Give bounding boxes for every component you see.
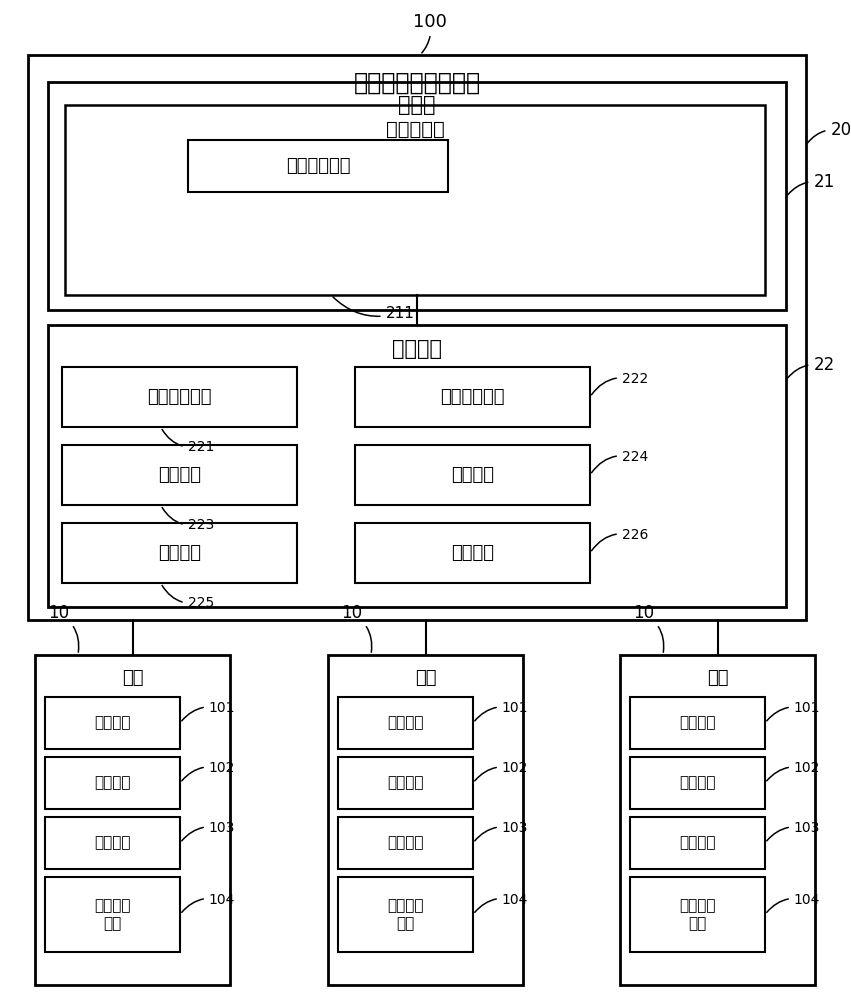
Text: 104: 104	[182, 892, 235, 912]
Text: 划分模块: 划分模块	[158, 544, 201, 562]
Bar	[188, 140, 448, 192]
Bar	[338, 877, 473, 952]
Text: 103: 103	[475, 821, 528, 841]
Text: 合成模块: 合成模块	[94, 716, 131, 730]
Text: 合成模块: 合成模块	[679, 716, 716, 730]
Bar	[355, 445, 590, 505]
Text: 103: 103	[182, 821, 235, 841]
Text: 104: 104	[475, 892, 528, 912]
Text: 211: 211	[333, 297, 414, 320]
Text: 102: 102	[182, 761, 235, 781]
Text: 第二接收模块: 第二接收模块	[286, 157, 351, 175]
Text: 分配模块: 分配模块	[451, 544, 494, 562]
Bar	[45, 877, 180, 952]
Bar	[45, 697, 180, 749]
Bar	[35, 655, 230, 985]
Text: 101: 101	[475, 701, 528, 721]
Bar	[338, 817, 473, 869]
Text: 104: 104	[767, 892, 820, 912]
Text: 第二传送
模块: 第二传送 模块	[94, 898, 131, 931]
Bar	[630, 877, 765, 952]
Text: 请求模块: 请求模块	[387, 836, 424, 850]
Text: 22: 22	[788, 356, 835, 378]
Text: 下载模块: 下载模块	[94, 776, 131, 790]
Bar	[48, 325, 786, 607]
Text: 第二传送
模块: 第二传送 模块	[679, 898, 716, 931]
Text: 云服务器: 云服务器	[392, 339, 442, 359]
Text: 下载模块: 下载模块	[387, 776, 424, 790]
Bar	[65, 105, 765, 295]
Bar	[48, 82, 786, 310]
Text: 终端: 终端	[414, 669, 437, 687]
Text: 第二传送
模块: 第二传送 模块	[387, 898, 424, 931]
Text: 100: 100	[413, 13, 447, 53]
Text: 221: 221	[162, 429, 214, 454]
Bar	[45, 757, 180, 809]
Text: 223: 223	[162, 507, 214, 532]
Bar	[328, 655, 523, 985]
Bar	[630, 697, 765, 749]
Bar	[620, 655, 815, 985]
Bar	[338, 697, 473, 749]
Bar	[355, 523, 590, 583]
Text: 合成模块: 合成模块	[387, 716, 424, 730]
Text: 请求模块: 请求模块	[679, 836, 716, 850]
Text: 226: 226	[591, 528, 648, 551]
Text: 102: 102	[475, 761, 528, 781]
Text: 请求模块: 请求模块	[94, 836, 131, 850]
Text: 10: 10	[48, 604, 79, 652]
Bar	[355, 367, 590, 427]
Text: 服务器: 服务器	[398, 95, 436, 115]
Bar	[630, 757, 765, 809]
Bar	[338, 757, 473, 809]
Text: 21: 21	[788, 173, 835, 195]
Text: 222: 222	[591, 372, 648, 395]
Bar	[45, 817, 180, 869]
Text: 终端数据传输的系统: 终端数据传输的系统	[353, 71, 481, 95]
Text: 224: 224	[591, 450, 648, 473]
Text: 10: 10	[341, 604, 372, 652]
Text: 获取模块: 获取模块	[158, 466, 201, 484]
Text: 第一传送模块: 第一传送模块	[440, 388, 505, 406]
Bar	[62, 367, 297, 427]
Text: 应用服务器: 应用服务器	[386, 119, 444, 138]
Text: 第一接收模块: 第一接收模块	[147, 388, 212, 406]
Text: 101: 101	[767, 701, 820, 721]
Bar	[28, 55, 806, 620]
Bar	[62, 445, 297, 505]
Text: 识别模块: 识别模块	[451, 466, 494, 484]
Text: 10: 10	[633, 604, 664, 652]
Text: 下载模块: 下载模块	[679, 776, 716, 790]
Text: 102: 102	[767, 761, 820, 781]
Text: 终端: 终端	[706, 669, 728, 687]
Text: 225: 225	[162, 585, 214, 610]
Text: 101: 101	[182, 701, 235, 721]
Bar	[630, 817, 765, 869]
Text: 20: 20	[808, 121, 851, 143]
Text: 终端: 终端	[122, 669, 143, 687]
Text: 103: 103	[767, 821, 820, 841]
Bar	[62, 523, 297, 583]
